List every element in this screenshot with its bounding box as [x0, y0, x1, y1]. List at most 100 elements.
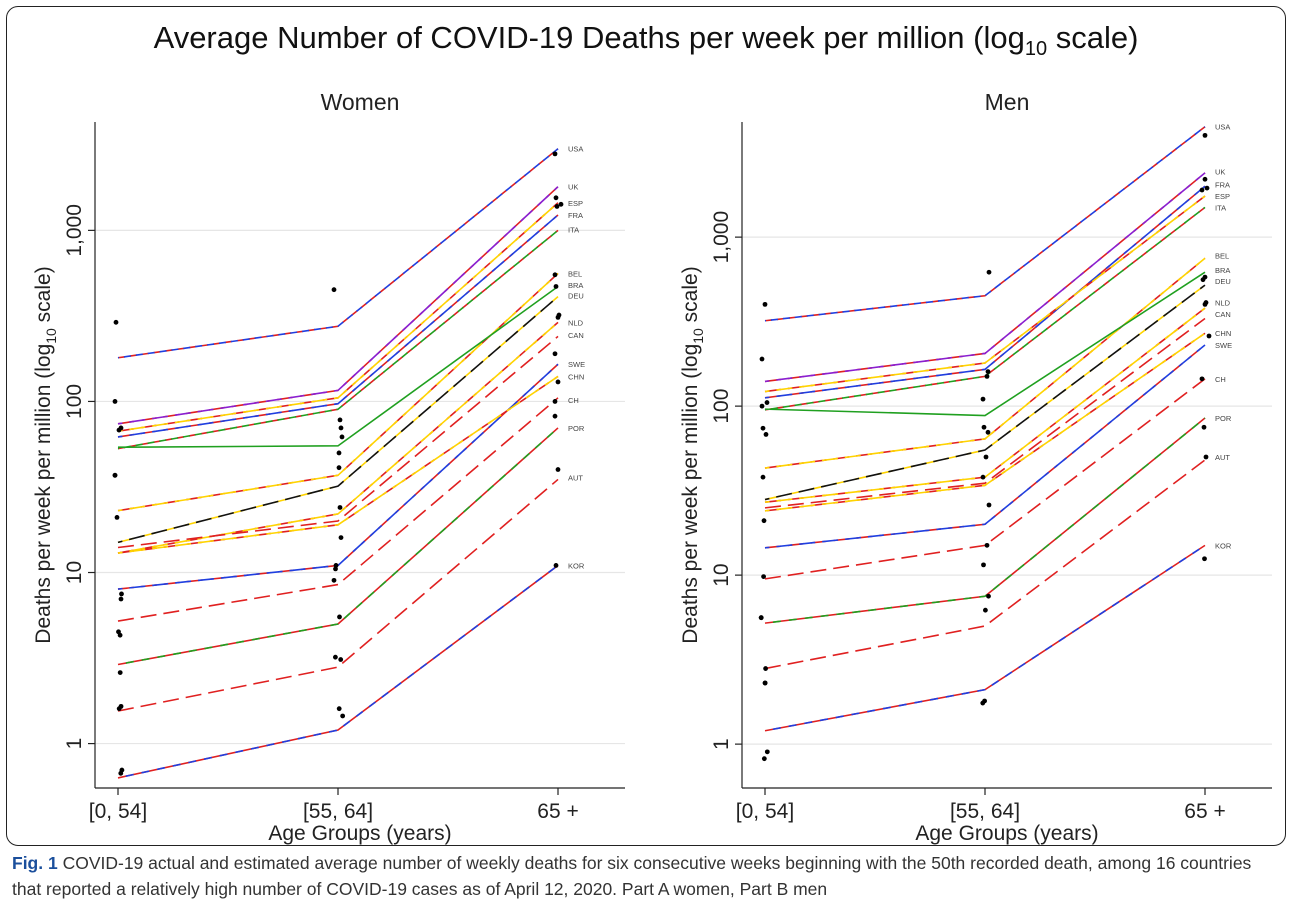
observed-point: [112, 399, 118, 404]
country-label: UK: [1215, 167, 1225, 176]
country-label: CAN: [1215, 310, 1231, 319]
figure-title-subscript: 10: [1024, 38, 1048, 61]
observed-point: [985, 429, 991, 435]
series-line-bel: [764, 257, 1206, 469]
series-line-overlay: [764, 332, 1206, 512]
country-label: AUT: [568, 473, 583, 482]
series-line-base: [117, 285, 559, 449]
observed-point: [980, 396, 986, 402]
observed-point: [555, 379, 561, 385]
series-line-bra: [117, 285, 559, 449]
country-label: FRA: [568, 211, 583, 220]
observed-point: [339, 434, 345, 440]
series-line-base: [117, 335, 559, 549]
country-label: CH: [568, 396, 579, 405]
observed-point: [981, 562, 986, 568]
x-axis-label: Age Groups (years): [915, 822, 1098, 845]
series-line-base: [764, 307, 1206, 504]
series-line-overlay: [117, 229, 559, 450]
series-line-chn: [117, 375, 559, 554]
figure-title-end: scale): [1047, 20, 1139, 55]
observed-point: [984, 373, 990, 379]
series-line-base: [764, 271, 1206, 417]
series-line-bel: [117, 272, 559, 512]
country-label: BEL: [1215, 251, 1229, 260]
series-line-ch: [764, 378, 1206, 580]
country-label: POR: [1215, 414, 1232, 423]
series-line-overlay: [117, 202, 559, 432]
observed-point: [118, 596, 124, 602]
observed-point: [113, 319, 119, 325]
series-line-aut: [764, 459, 1206, 670]
series-line-esp: [764, 195, 1206, 393]
observed-point: [116, 427, 122, 433]
country-label: ESP: [1215, 192, 1230, 201]
observed-point: [119, 591, 124, 597]
series-line-overlay: [117, 272, 559, 512]
observed-point: [986, 502, 992, 508]
country-label: BEL: [568, 269, 582, 278]
series-line-por: [117, 427, 559, 666]
y-tick-label: 10: [63, 561, 86, 584]
figure-frame: [6, 6, 1286, 846]
observed-point: [338, 535, 344, 540]
observed-point: [764, 400, 770, 405]
country-label: NLD: [1215, 299, 1231, 308]
observed-point: [761, 574, 766, 580]
series-line-kor: [117, 564, 559, 779]
observed-point: [758, 615, 764, 621]
series-line-esp: [117, 202, 559, 432]
y-tick-label: 100: [63, 384, 86, 419]
x-tick-label: 65 +: [1184, 800, 1225, 823]
series-line-base: [117, 478, 559, 712]
x-tick-label: [0, 54]: [89, 800, 147, 823]
observed-point: [331, 577, 337, 583]
chart-panel-women: 1 10 100 1,000 [0, 54] [55, 64] 65 + Women Age G…: [32, 89, 625, 845]
observed-point: [552, 151, 558, 157]
observed-point: [555, 467, 561, 472]
observed-point: [553, 284, 559, 289]
observed-point: [117, 670, 123, 675]
observed-point: [338, 657, 344, 662]
observed-point: [762, 301, 768, 307]
country-label: KOR: [1215, 541, 1232, 550]
observed-point: [980, 700, 986, 706]
x-tick-label: [55, 64]: [950, 800, 1020, 823]
chart-panels: 1 10 100 1,000 [0, 54] [55, 64] 65 + Women Age G…: [32, 89, 1272, 845]
observed-point: [761, 518, 767, 524]
observed-point: [1202, 176, 1208, 182]
series-line-por: [764, 417, 1206, 624]
y-axis-label-main: Deaths per week per million (log: [32, 344, 55, 644]
series-line-can: [117, 335, 559, 549]
series-line-overlay: [764, 257, 1206, 469]
series-line-overlay: [117, 427, 559, 666]
observed-point: [552, 351, 558, 357]
country-label: BRA: [1215, 266, 1230, 275]
series-line-base: [117, 296, 559, 544]
series-line-base: [117, 427, 559, 666]
y-tick-label: 1,000: [63, 204, 86, 257]
observed-point: [1204, 185, 1210, 191]
series-line-base: [764, 417, 1206, 624]
country-label: DEU: [1215, 277, 1231, 286]
country-label: SWE: [568, 360, 585, 369]
panel-title: Men: [985, 89, 1030, 115]
x-axis-label: Age Groups (years): [268, 822, 451, 845]
observed-point: [1203, 454, 1209, 460]
figure-title: Average Number of COVID-19 Deaths per we…: [0, 20, 1292, 61]
country-label: USA: [1215, 123, 1230, 132]
observed-point: [552, 399, 558, 404]
observed-point: [553, 195, 559, 201]
series-line-uk: [764, 172, 1206, 383]
y-tick-label: 1: [63, 738, 86, 750]
y-tick-label: 100: [710, 389, 733, 424]
y-axis-label: Deaths per week per million (log10 scale…: [679, 266, 706, 643]
observed-point: [981, 424, 987, 430]
series-line-base: [117, 564, 559, 779]
caption-text: COVID-19 actual and estimated average nu…: [12, 853, 1252, 899]
series-line-base: [764, 317, 1206, 509]
caption-label: Fig. 1: [12, 853, 58, 873]
country-label: USA: [568, 145, 583, 154]
country-label: POR: [568, 424, 585, 433]
observed-point: [338, 425, 344, 431]
